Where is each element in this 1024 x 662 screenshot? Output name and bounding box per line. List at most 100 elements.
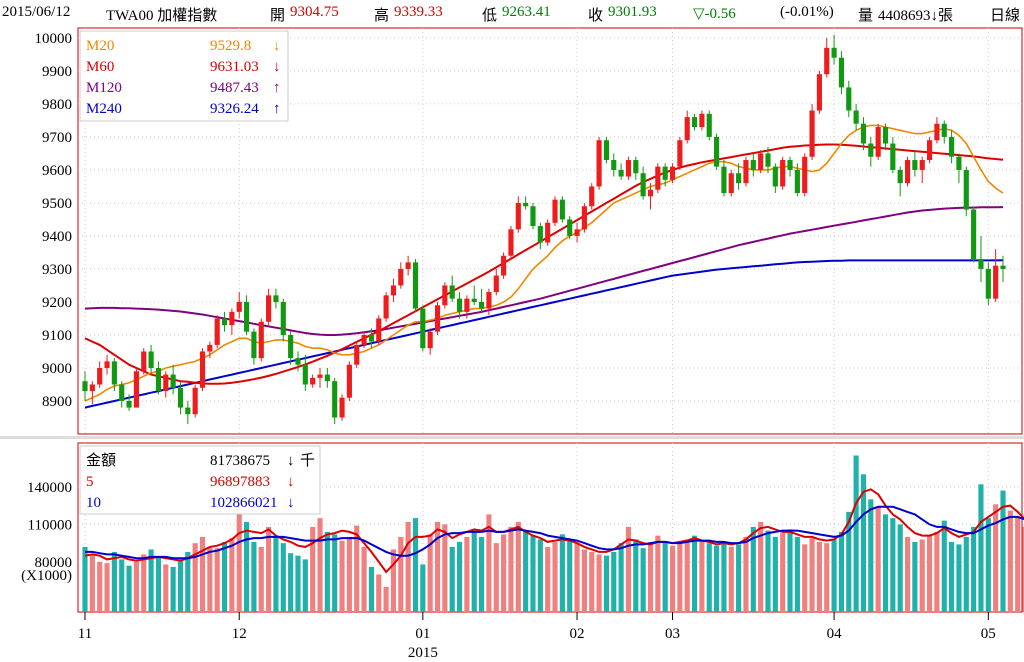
price-ma-lines: [84, 124, 1004, 409]
candle-body: [816, 74, 822, 111]
volume-bar: [875, 506, 881, 612]
candle-body: [405, 262, 411, 269]
candle-body: [721, 166, 727, 194]
volume-bar: [82, 546, 88, 612]
volume-bar: [185, 551, 191, 612]
price-tick-label: 10000: [35, 31, 73, 47]
open-label: 開: [270, 8, 286, 24]
candle-body: [163, 374, 169, 392]
candle-body: [809, 110, 815, 157]
volume-legend-box: [79, 445, 321, 515]
price-tick-label: 9400: [42, 229, 72, 245]
candle-body: [464, 298, 470, 312]
candle-body: [302, 364, 308, 385]
volume-bar: [552, 541, 558, 612]
volume-bar: [882, 514, 889, 612]
volume-tick-label: 110000: [28, 517, 72, 533]
high-value: 9339.33: [394, 4, 443, 20]
volume-bar: [794, 536, 800, 612]
volume-bar: [170, 566, 176, 612]
candle-body: [787, 160, 793, 170]
candle-body: [133, 371, 139, 408]
volume-bar: [926, 535, 933, 612]
volume-bar: [1022, 526, 1024, 612]
candle-body: [897, 169, 903, 184]
volume-bar: [963, 536, 969, 612]
candle-body: [442, 285, 448, 306]
volume-legend-name: 10: [86, 495, 101, 511]
m240-line: [84, 259, 1004, 409]
volume-bar: [640, 548, 646, 612]
volume-bar: [699, 540, 705, 612]
candle-body: [765, 153, 771, 167]
volume-bar: [155, 556, 162, 612]
price-legend-arrow: ↑: [273, 101, 281, 117]
price-legend-value: 9631.03: [210, 59, 259, 75]
volume-bar: [772, 536, 778, 612]
candle-body: [750, 160, 756, 170]
volume-bar: [266, 526, 272, 612]
candle-body: [926, 140, 933, 161]
volume-bar: [280, 543, 286, 612]
volume-bars: [82, 455, 1024, 612]
candle-body: [794, 169, 800, 194]
candle-body: [332, 381, 338, 418]
candle-body: [611, 160, 617, 170]
volume-bar: [860, 474, 867, 612]
volume-value: 4408693↓張: [878, 8, 954, 24]
volume-bar: [838, 531, 845, 612]
candle-body: [603, 140, 609, 161]
candle-body: [993, 265, 999, 299]
candle-body: [574, 229, 580, 236]
price-tick-label: 8900: [42, 394, 72, 410]
close-label: 收: [588, 8, 604, 24]
volume-bar: [177, 559, 184, 612]
price-legend-arrow: ↓: [273, 59, 281, 75]
candle-body: [949, 136, 955, 157]
price-tick-label: 9700: [42, 130, 72, 146]
candle-body: [236, 301, 242, 312]
volume-bar: [611, 551, 617, 612]
candle-body: [714, 136, 720, 167]
candle-body: [640, 173, 646, 197]
candle-body: [625, 160, 632, 177]
volume-bar: [390, 549, 397, 612]
price-tick-label: 9900: [42, 64, 72, 80]
volume-bar: [163, 564, 169, 612]
header-date: 2015/06/12: [2, 4, 71, 20]
candle-body: [647, 189, 654, 197]
volume-bar: [339, 540, 345, 612]
candle-body: [258, 321, 264, 359]
volume-bar: [941, 520, 947, 612]
candle-body: [471, 298, 477, 302]
candle-body: [633, 160, 639, 174]
candle-body: [956, 156, 962, 170]
volume-bar: [904, 536, 911, 612]
candle-body: [853, 110, 859, 124]
candle-body: [317, 374, 323, 378]
candle-body: [199, 351, 206, 388]
candle-body: [831, 47, 837, 58]
candle-body: [456, 298, 463, 312]
candle-body: [728, 173, 734, 194]
volume-bar: [464, 536, 470, 612]
candle-body: [148, 351, 154, 368]
volume-bar: [97, 561, 103, 612]
candle-body: [890, 143, 896, 170]
volume-legend-value: 102866021: [210, 495, 278, 511]
candle-body: [390, 285, 397, 296]
candle-body: [361, 334, 367, 345]
volume-bar: [890, 518, 896, 612]
volume-bar: [420, 564, 426, 612]
candle-body: [89, 384, 95, 392]
volume-bar: [368, 566, 374, 612]
candle-body: [677, 140, 683, 167]
volume-unit-label: (X1000): [21, 568, 72, 584]
volume-bar: [545, 546, 551, 612]
volume-legend-arrow: ↓: [287, 495, 295, 511]
volume-bar: [376, 574, 382, 612]
candle-body: [280, 301, 286, 335]
volume-bar: [523, 530, 529, 612]
candle-body: [618, 169, 624, 177]
